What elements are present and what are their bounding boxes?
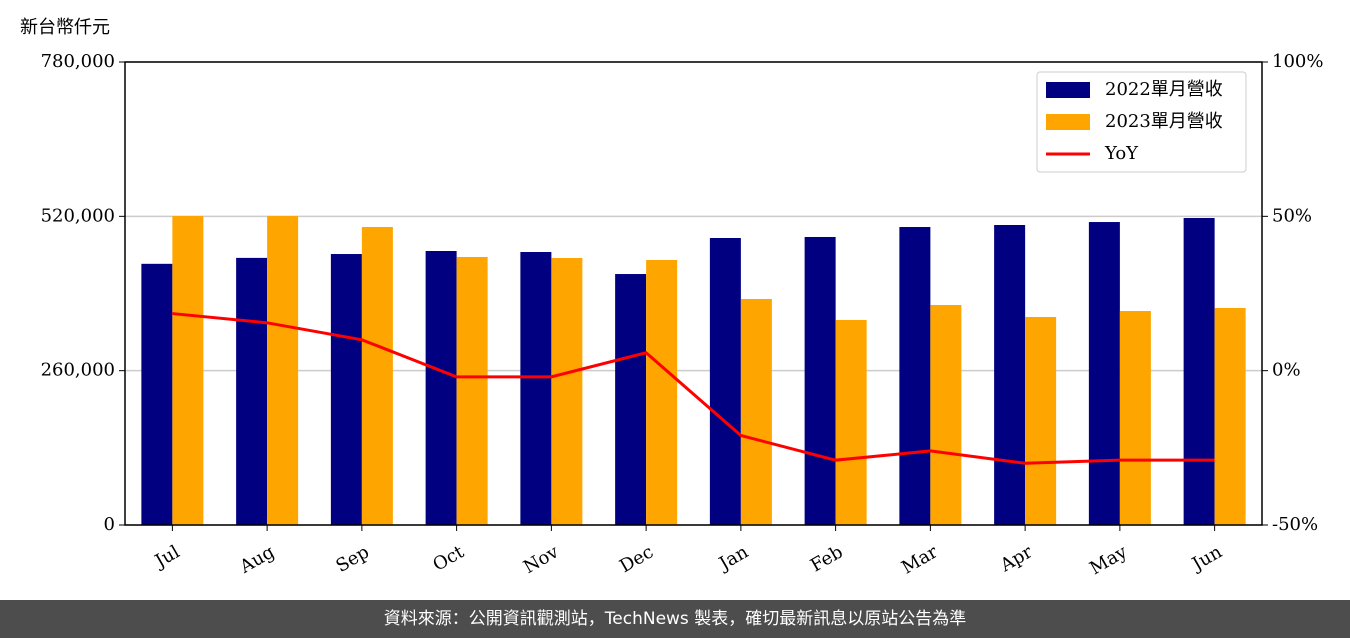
bar <box>456 256 488 525</box>
x-tick-label: Nov <box>520 541 563 578</box>
y-axis-label: 新台幣仟元 <box>20 17 110 38</box>
legend-label: 2022單月營收 <box>1105 79 1223 100</box>
bar <box>1214 307 1246 525</box>
bar <box>330 254 362 525</box>
bar <box>361 227 393 525</box>
y2-tick-label: 0% <box>1272 360 1301 381</box>
bar <box>740 299 772 525</box>
legend-label: YoY <box>1104 143 1139 164</box>
line <box>172 312 1215 465</box>
y-tick-label: 260,000 <box>41 360 115 381</box>
y2-tick-label: -50% <box>1272 514 1318 535</box>
bar <box>141 263 173 525</box>
y-tick-label: 0 <box>104 514 115 535</box>
x-tick-label: Dec <box>616 541 657 577</box>
x-tick-label: Oct <box>429 541 468 576</box>
x-tick-label: Sep <box>332 541 372 576</box>
bar <box>236 257 268 525</box>
legend-swatch <box>1046 82 1090 98</box>
footer: 資料來源：公開資訊觀測站，TechNews 製表，確切最新訊息以原站公告為準 <box>0 600 1350 638</box>
bar <box>1119 311 1151 525</box>
x-tick-label: Aug <box>235 541 278 578</box>
y2-tick-label: 50% <box>1272 205 1312 226</box>
bar <box>930 305 962 525</box>
y2-tick-label: 100% <box>1272 51 1323 72</box>
legend-label: 2023單月營收 <box>1105 111 1223 132</box>
x-tick-label: Apr <box>996 541 1036 576</box>
bar <box>899 227 931 525</box>
x-tick-label: Feb <box>807 541 847 576</box>
bar <box>1025 317 1057 525</box>
legend-swatch <box>1046 114 1090 130</box>
bar <box>520 252 552 526</box>
plot-frame <box>124 61 1263 526</box>
chart: 新台幣仟元 0 260,000 520,000 780,000 -50% 0% 50% 100… <box>20 17 1323 579</box>
bar <box>425 250 457 526</box>
bar <box>551 258 583 525</box>
bar <box>1088 222 1120 525</box>
bar <box>835 319 867 525</box>
bar <box>646 260 678 525</box>
x-tick-label: Jul <box>150 541 184 573</box>
bar <box>172 216 204 525</box>
bar <box>615 274 647 525</box>
bar <box>1183 217 1215 525</box>
x-tick-label: Mar <box>898 541 942 578</box>
x-tick-label: Jan <box>714 541 752 575</box>
bar <box>994 224 1026 525</box>
x-tick-label: Jun <box>1187 541 1226 576</box>
bar <box>267 216 299 525</box>
y-tick-label: 780,000 <box>41 51 115 72</box>
bar <box>804 236 836 526</box>
bar <box>709 237 741 525</box>
y-tick-label: 520,000 <box>41 205 115 226</box>
x-tick-label: May <box>1086 541 1131 579</box>
